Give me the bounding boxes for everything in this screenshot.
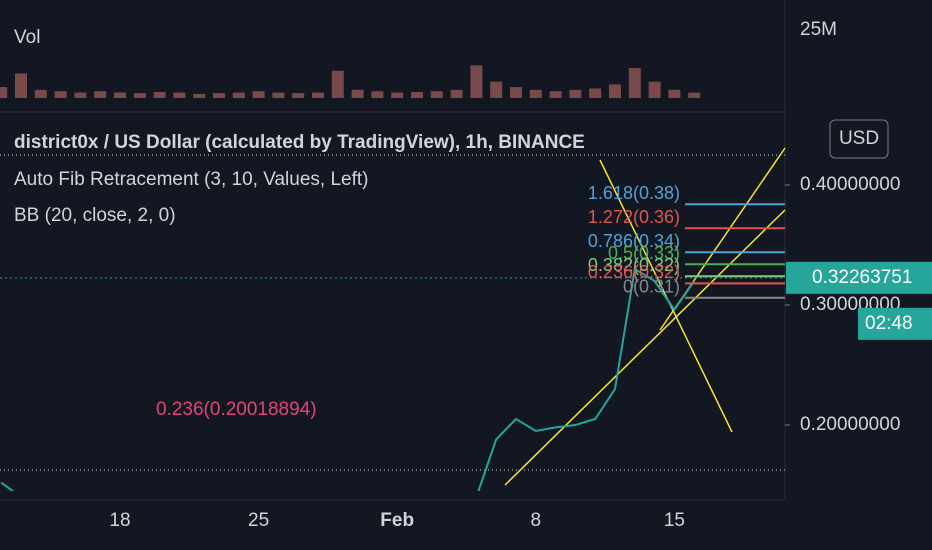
volume-bar [470, 65, 483, 98]
y-tick-label: 0.20000000 [800, 414, 900, 435]
volume-label: Vol [14, 27, 40, 48]
x-tick-label: 8 [531, 510, 542, 531]
last-price-badge [786, 261, 932, 294]
volume-bar [529, 89, 542, 98]
volume-bar [54, 91, 67, 98]
countdown-label: 02:48 [865, 313, 913, 334]
volume-bar [490, 81, 503, 98]
volume-bar [74, 92, 87, 98]
volume-bar [252, 91, 265, 98]
volume-bar [312, 92, 324, 98]
volume-tick-label: 25M [800, 19, 837, 40]
volume-bar [430, 91, 443, 98]
volume-bar [589, 88, 602, 98]
countdown-badge [858, 307, 932, 340]
indicator-label: BB (20, close, 2, 0) [14, 205, 176, 226]
fib-label: 1.618(0.38) [588, 183, 680, 203]
price-pane [0, 267, 696, 491]
volume-bar [331, 70, 344, 98]
volume-bar [351, 89, 364, 98]
currency-label[interactable]: USD [839, 128, 879, 149]
volume-bar [153, 92, 166, 98]
volume-bar [0, 87, 8, 98]
last-price-label: 0.32263751 [812, 267, 912, 288]
volume-bar [371, 91, 384, 98]
trend-line [504, 209, 786, 486]
y-tick-label: 0.40000000 [800, 174, 900, 195]
volume-bar [609, 84, 621, 98]
fib-label: 0.5(0.33) [608, 243, 680, 263]
volume-bar [173, 92, 186, 98]
fib-label: 1.272(0.36) [588, 207, 680, 227]
volume-bar [450, 89, 463, 98]
fib-label: 0.382(0.32) [588, 255, 680, 275]
indicator-label: Auto Fib Retracement (3, 10, Values, Lef… [14, 169, 369, 190]
x-tick-label: 18 [109, 510, 130, 531]
price-line [0, 267, 696, 491]
volume-bar [34, 89, 47, 98]
volume-bar [668, 89, 681, 98]
fib-label: 0.786(0.34) [588, 231, 680, 251]
volume-bar [648, 81, 661, 98]
volume-bar [391, 92, 404, 98]
fib-label: 0.236(0.32) [588, 262, 680, 282]
fib-label: 0(0.31) [623, 277, 680, 297]
volume-bar [94, 91, 107, 98]
volume-bar [628, 68, 641, 98]
volume-bar [272, 92, 285, 98]
chart-title: district0x / US Dollar (calculated by Tr… [14, 132, 585, 153]
volume-bar [411, 92, 423, 98]
volume-bar [292, 93, 305, 98]
currency-button[interactable] [829, 119, 889, 159]
fib-annotation: 0.236(0.20018894) [156, 399, 317, 420]
volume-bar [688, 92, 701, 98]
volume-bar [114, 92, 126, 98]
volume-bar [193, 93, 206, 98]
volume-bar [510, 87, 522, 98]
x-tick-label: 15 [664, 510, 685, 531]
volume-bar [549, 91, 562, 98]
x-tick-label: Feb [380, 510, 414, 531]
volume-bar [133, 93, 146, 98]
volume-bar [213, 93, 225, 98]
volume-bar [569, 89, 582, 98]
x-tick-label: 25 [248, 510, 269, 531]
volume-bar [232, 92, 245, 98]
volume-bar [15, 73, 27, 98]
